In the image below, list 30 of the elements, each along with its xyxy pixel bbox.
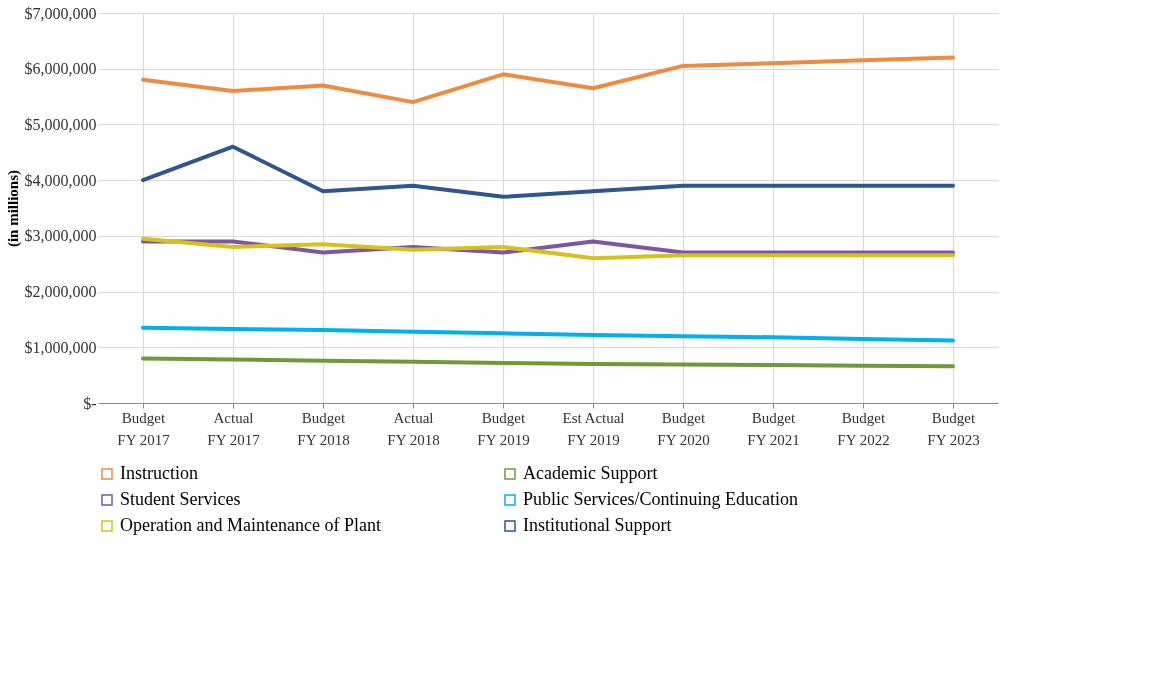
legend-label: Institutional Support xyxy=(523,515,672,535)
y-tick-label: $7,000,000 xyxy=(24,4,97,22)
x-tick-label: Est Actual FY 2019 xyxy=(562,409,625,448)
line-series xyxy=(141,356,955,369)
x-tick-label: Actual FY 2018 xyxy=(387,409,440,448)
y-tick-label: $6,000,000 xyxy=(24,60,97,78)
y-axis-title: (in millions) xyxy=(4,169,22,248)
legend-label: Public Services/Continuing Education xyxy=(523,489,798,509)
x-tick-label: Budget FY 2022 xyxy=(837,409,890,448)
line-series xyxy=(141,236,955,261)
legend-label: Academic Support xyxy=(523,463,658,483)
y-tick-label: $4,000,000 xyxy=(24,171,97,189)
x-tick-label: Budget FY 2017 xyxy=(117,409,171,448)
y-tick-label: $5,000,000 xyxy=(24,115,97,133)
y-tick-label: $3,000,000 xyxy=(24,227,97,245)
y-tick-label: $- xyxy=(83,394,97,412)
x-tick-label: Budget FY 2018 xyxy=(297,409,350,448)
line-series xyxy=(141,325,955,343)
x-tick-label: Budget FY 2020 xyxy=(657,409,710,448)
legend-label: Instruction xyxy=(120,463,198,483)
x-tick-label: Budget FY 2023 xyxy=(927,409,980,448)
legend-label: Student Services xyxy=(120,489,241,509)
legend-label: Operation and Maintenance of Plant xyxy=(120,515,381,535)
x-tick-label: Budget FY 2019 xyxy=(477,409,530,448)
line-series xyxy=(141,55,955,105)
x-tick-label: Actual FY 2017 xyxy=(207,409,261,448)
y-tick-label: $1,000,000 xyxy=(24,338,97,356)
line-series xyxy=(141,144,955,199)
x-tick-label: Budget FY 2021 xyxy=(747,409,800,448)
y-tick-label: $2,000,000 xyxy=(24,283,97,301)
